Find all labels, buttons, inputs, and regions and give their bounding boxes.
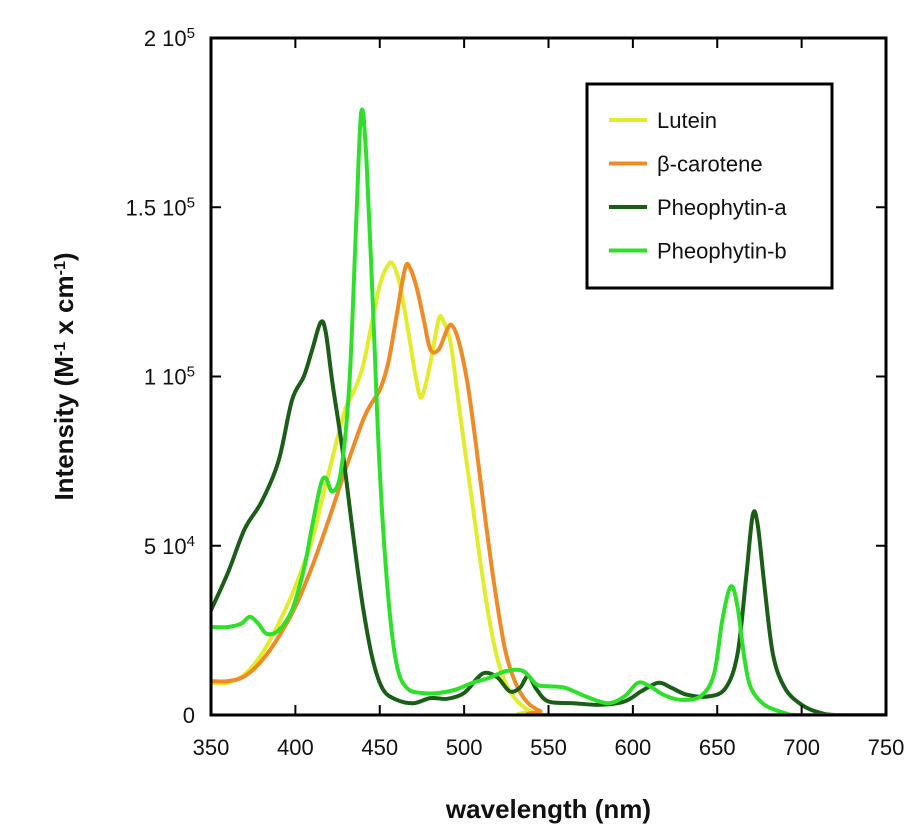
x-tick-label: 550	[530, 735, 567, 760]
legend-label: Lutein	[657, 108, 717, 133]
y-axis-title-sup1: -1	[52, 342, 69, 356]
x-tick-label: 650	[699, 735, 736, 760]
series-line-lutein	[211, 260, 886, 715]
x-tick-label: 450	[361, 735, 398, 760]
x-tick-label: 350	[193, 735, 230, 760]
y-tick-mantissa: 5 10	[144, 534, 187, 559]
y-tick-exponent: 5	[187, 194, 195, 211]
y-tick-mantissa: 1.5 10	[125, 195, 186, 220]
y-tick-mantissa: 0	[183, 703, 195, 728]
legend: Lutein β-carotene Pheophytin-a Pheophytin-b	[585, 82, 834, 290]
x-axis-title: wavelength (nm)	[445, 794, 651, 824]
series-line-carotene	[211, 261, 886, 715]
y-axis-title-mid: x cm	[49, 275, 79, 342]
y-tick-label: 2 105	[144, 25, 195, 52]
y-axis-title-sup2: -1	[52, 261, 69, 275]
series-line-pheophytin-b	[211, 107, 886, 715]
y-tick-label: 1 105	[144, 363, 195, 390]
y-tick-label: 5 104	[144, 532, 195, 559]
y-tick-label: 1.5 105	[125, 194, 195, 221]
y-tick-label: 0	[183, 703, 195, 728]
x-tick-label: 750	[868, 735, 905, 760]
x-tick-label: 400	[277, 735, 314, 760]
y-axis-title-base: Intensity (M	[49, 356, 79, 500]
y-tick-exponent: 5	[187, 25, 195, 42]
legend-label: Pheophytin-b	[657, 239, 787, 264]
x-tick-label: 500	[446, 735, 483, 760]
y-tick-mantissa: 1 10	[144, 365, 187, 390]
legend-label: Pheophytin-a	[657, 195, 787, 220]
x-tick-label: 600	[615, 735, 652, 760]
series-line-pheophytin-a	[211, 319, 886, 715]
y-tick-exponent: 4	[187, 532, 195, 549]
y-tick-exponent: 5	[187, 363, 195, 380]
y-axis-title-end: )	[49, 252, 79, 261]
series-layer	[211, 107, 886, 715]
x-tick-label: 700	[783, 735, 820, 760]
legend-label: β-carotene	[657, 152, 763, 177]
y-axis-title: Intensity (M-1 x cm-1)	[49, 252, 79, 500]
y-tick-mantissa: 2 10	[144, 26, 187, 51]
